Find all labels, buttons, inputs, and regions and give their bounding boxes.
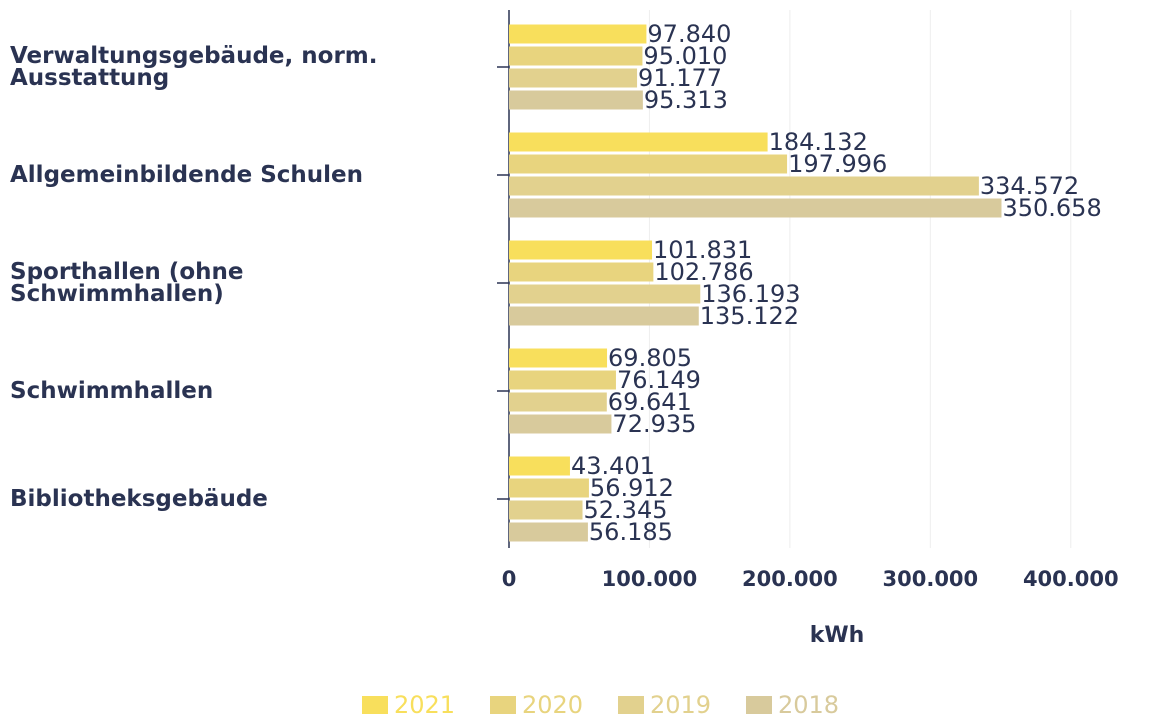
data-label: 350.658 [1002, 194, 1101, 222]
bar [509, 176, 979, 196]
bar [509, 414, 612, 434]
data-label: 91.177 [638, 64, 722, 92]
data-label: 136.193 [701, 280, 800, 308]
bar [509, 348, 608, 368]
bar [509, 306, 699, 326]
bar [509, 522, 588, 542]
bar [509, 500, 583, 520]
legend-swatch [490, 696, 516, 714]
x-axis-title: kWh [810, 623, 865, 648]
data-label: 76.149 [617, 366, 701, 394]
bar [509, 370, 616, 390]
bar [509, 46, 643, 66]
y-tick-label: Sporthallen (ohne Schwimmhallen) [10, 259, 244, 307]
bar [509, 24, 647, 44]
data-label: 101.831 [653, 236, 752, 264]
data-label: 197.996 [788, 150, 887, 178]
data-label: 72.935 [612, 410, 696, 438]
bar [509, 284, 701, 304]
y-tick-label: Allgemeinbildende Schulen [10, 162, 363, 188]
x-tick-label: 200.000 [742, 567, 838, 591]
bar [509, 198, 1002, 218]
legend-swatch [618, 696, 644, 714]
y-tick-label: Schwimmhallen [10, 378, 214, 404]
data-label: 135.122 [700, 302, 799, 330]
legend-swatch [362, 696, 388, 714]
legend-label: 2021 [394, 691, 455, 715]
legend-swatch [746, 696, 772, 714]
x-tick-label: 100.000 [602, 567, 698, 591]
legend-label: 2020 [522, 691, 583, 715]
bar [509, 90, 643, 110]
data-label: 95.313 [644, 86, 728, 114]
bar [509, 154, 788, 174]
x-tick-label: 300.000 [883, 567, 979, 591]
data-label: 69.805 [608, 344, 692, 372]
data-label: 95.010 [643, 42, 727, 70]
legend-label: 2019 [650, 691, 711, 715]
y-tick-label: Verwaltungsgebäude, norm. Ausstattung [10, 43, 378, 91]
x-tick-label: 400.000 [1023, 567, 1119, 591]
y-tick-label: Bibliotheksgebäude [10, 486, 268, 512]
data-label: 69.641 [608, 388, 692, 416]
bar [509, 68, 638, 88]
data-label: 56.185 [589, 518, 673, 546]
data-label: 52.345 [584, 496, 668, 524]
data-label: 334.572 [980, 172, 1079, 200]
data-label: 56.912 [590, 474, 674, 502]
bar [509, 456, 570, 476]
data-label: 97.840 [647, 20, 731, 48]
data-label: 43.401 [571, 452, 655, 480]
legend-label: 2018 [778, 691, 839, 715]
bar [509, 478, 589, 498]
data-label: 102.786 [654, 258, 753, 286]
bar [509, 132, 768, 152]
bar [509, 262, 654, 282]
data-label: 184.132 [769, 128, 868, 156]
x-tick-label: 0 [502, 567, 517, 591]
bar [509, 392, 607, 412]
bar [509, 240, 653, 260]
